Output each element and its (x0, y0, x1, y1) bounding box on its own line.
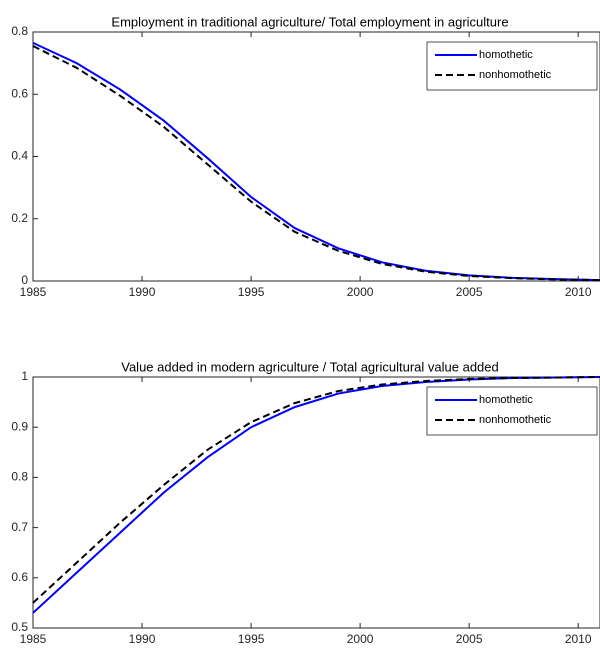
x-tick-label: 2005 (456, 285, 483, 299)
chart-title: Employment in traditional agriculture/ T… (111, 14, 508, 29)
x-tick-label: 2000 (347, 285, 374, 299)
y-tick-label: 1 (21, 369, 28, 383)
x-tick-label: 2010 (565, 632, 592, 646)
series-line (32, 376, 600, 604)
legend-box (426, 41, 598, 91)
x-tick-label: 2000 (347, 632, 374, 646)
y-tick-label: 0.9 (11, 419, 28, 433)
y-tick-label: 0.8 (11, 470, 28, 484)
y-tick-label: 0 (21, 273, 28, 287)
x-tick-label: 1990 (129, 632, 156, 646)
legend-label: homothetic (479, 49, 533, 61)
series-line (32, 45, 600, 282)
y-tick-label: 0.7 (11, 520, 28, 534)
y-tick-label: 0.5 (11, 620, 28, 634)
x-tick-label: 1985 (20, 285, 47, 299)
legend-label: nonhomothetic (479, 69, 552, 81)
y-tick-label: 0.2 (11, 211, 28, 225)
y-tick-label: 0.4 (11, 149, 28, 163)
legend-label: nonhomothetic (479, 414, 552, 426)
legend-box (426, 386, 598, 436)
x-tick-label: 1990 (129, 285, 156, 299)
x-tick-label: 1995 (238, 632, 265, 646)
x-tick-label: 1995 (238, 285, 265, 299)
y-tick-label: 0.8 (11, 24, 28, 38)
chart-title: Value added in modern agriculture / Tota… (121, 359, 498, 374)
x-tick-label: 2010 (565, 285, 592, 299)
y-tick-label: 0.6 (11, 570, 28, 584)
x-tick-label: 2005 (456, 632, 483, 646)
legend-label: homothetic (479, 394, 533, 406)
y-tick-label: 0.6 (11, 86, 28, 100)
x-tick-label: 1985 (20, 632, 47, 646)
